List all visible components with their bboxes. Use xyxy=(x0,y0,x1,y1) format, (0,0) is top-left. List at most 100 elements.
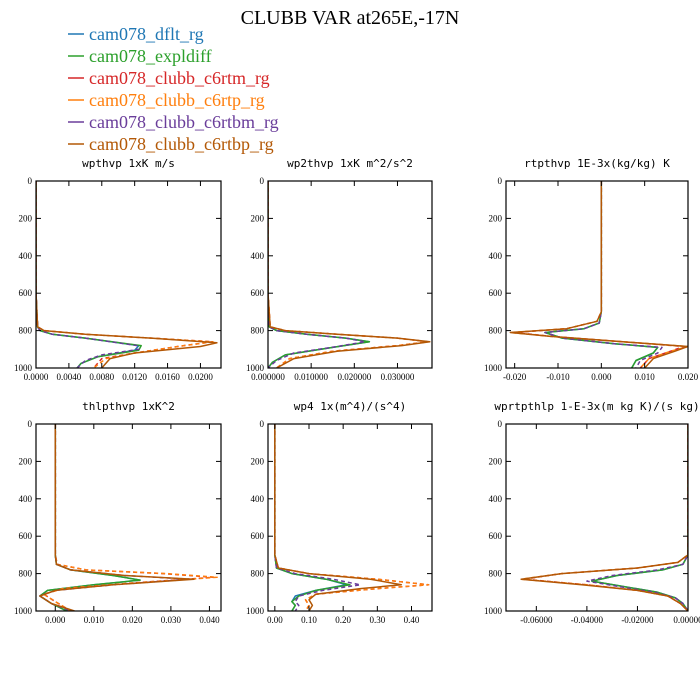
y-tick-label: 600 xyxy=(19,531,33,541)
legend-label-cam078_clubb_c6rtbm_rg: cam078_clubb_c6rtbm_rg xyxy=(89,112,279,132)
x-tick-label: 0.0080 xyxy=(89,372,114,382)
x-tick-label: 0.0000 xyxy=(24,372,49,382)
y-tick-label: 600 xyxy=(251,288,265,298)
panel-title: rtpthvp 1E-3x(kg/kg) K xyxy=(524,157,670,170)
x-tick-label: 0.0040 xyxy=(57,372,82,382)
x-tick-label: 0.010 xyxy=(635,372,656,382)
y-tick-label: 1000 xyxy=(14,363,33,373)
y-tick-label: 800 xyxy=(19,569,33,579)
panel-title: wprtpthlp 1-E-3x(m kg K)/(s kg) xyxy=(494,400,699,413)
legend: cam078_dflt_rgcam078_expldiffcam078_club… xyxy=(68,24,279,154)
x-tick-label: 0.0200 xyxy=(188,372,213,382)
x-tick-label: 0.30 xyxy=(369,615,385,625)
series-line-cam078_clubb_c6rtbp_rg xyxy=(509,181,688,368)
y-tick-label: 400 xyxy=(19,494,33,504)
panel-1: wpthvp 1xK m/s 0 200 400 600 800 10000.0000 0.0… xyxy=(14,157,222,382)
x-tick-label: 0.0160 xyxy=(155,372,180,382)
x-tick-label: -0.04000 xyxy=(571,615,604,625)
y-tick-label: 800 xyxy=(251,569,265,579)
series-line-cam078_clubb_c6rtbm_rg xyxy=(586,424,688,611)
y-tick-label: 200 xyxy=(489,456,503,466)
x-tick-label: 0.010 xyxy=(84,615,105,625)
x-tick-label: 0.040 xyxy=(199,615,220,625)
series-line-cam078_clubb_c6rtbp_rg xyxy=(268,181,431,368)
panel-title: wpthvp 1xK m/s xyxy=(82,157,175,170)
series-line-cam078_dflt_rg xyxy=(36,181,140,368)
y-tick-label: 0 xyxy=(28,419,33,429)
legend-label-cam078_clubb_c6rtbp_rg: cam078_clubb_c6rtbp_rg xyxy=(89,134,274,154)
series-line-cam078_clubb_c6rtbm_rg xyxy=(36,181,140,368)
plot-frame xyxy=(35,180,222,369)
y-tick-label: 800 xyxy=(251,326,265,336)
y-tick-label: 0 xyxy=(28,176,33,186)
y-tick-label: 1000 xyxy=(484,363,503,373)
x-tick-label: -0.02000 xyxy=(621,615,654,625)
x-tick-label: 0.000 xyxy=(591,372,612,382)
panel-2: wp2thvp 1xK m^2/s^2 0 200 400 600 800 10000.00… xyxy=(246,157,433,382)
x-tick-label: 0.000000 xyxy=(251,372,285,382)
y-tick-label: 200 xyxy=(19,456,33,466)
series-line-cam078_clubb_c6rtbp_rg xyxy=(520,424,688,611)
y-tick-label: 0 xyxy=(498,419,503,429)
x-tick-label: 0.000 xyxy=(45,615,66,625)
panel-4: thlpthvp 1xK^2 0 200 400 600 800 1000 0.000 0.01… xyxy=(14,400,222,625)
x-tick-label: 0.030000 xyxy=(381,372,415,382)
y-tick-label: 0 xyxy=(260,419,265,429)
legend-label-cam078_expldiff: cam078_expldiff xyxy=(89,46,212,66)
y-tick-label: 400 xyxy=(489,494,503,504)
x-tick-label: 0.00 xyxy=(267,615,283,625)
x-tick-label: 0.10 xyxy=(301,615,317,625)
y-tick-label: 400 xyxy=(251,494,265,504)
y-tick-label: 400 xyxy=(19,251,33,261)
series-line-cam078_clubb_c6rtbp_rg xyxy=(39,424,195,611)
y-tick-label: 600 xyxy=(489,531,503,541)
y-tick-label: 1000 xyxy=(484,606,503,616)
panel-3: rtpthvp 1E-3x(kg/kg) K02004006008001000-… xyxy=(484,157,699,382)
y-tick-label: 800 xyxy=(489,569,503,579)
y-tick-label: 600 xyxy=(251,531,265,541)
panel-title: wp4 1x(m^4)/(s^4) xyxy=(294,400,407,413)
x-tick-label: 0.030 xyxy=(161,615,182,625)
y-tick-label: 1000 xyxy=(14,606,33,616)
panel-title: thlpthvp 1xK^2 xyxy=(82,400,175,413)
series-line-cam078_clubb_c6rtbp_rg xyxy=(274,424,403,611)
legend-label-cam078_clubb_c6rtm_rg: cam078_clubb_c6rtm_rg xyxy=(89,68,270,88)
y-tick-label: 800 xyxy=(19,326,33,336)
x-tick-label: 0.20 xyxy=(335,615,351,625)
series-line-cam078_clubb_c6rtm_rg xyxy=(268,181,429,368)
panel-title: wp2thvp 1xK m^2/s^2 xyxy=(287,157,413,170)
x-tick-label: -0.010 xyxy=(546,372,570,382)
x-tick-label: 0.020 xyxy=(678,372,699,382)
x-tick-label: 0.40 xyxy=(404,615,420,625)
x-tick-label: 0.0120 xyxy=(122,372,147,382)
plot-frame xyxy=(35,423,222,612)
y-tick-label: 400 xyxy=(251,251,265,261)
series-line-cam078_dflt_rg xyxy=(274,424,348,611)
plot-frame xyxy=(267,180,433,369)
x-tick-label: 0.020 xyxy=(122,615,143,625)
x-tick-label: -0.06000 xyxy=(520,615,553,625)
x-tick-label: 0.00000 xyxy=(673,615,700,625)
y-tick-label: 0 xyxy=(260,176,265,186)
panel-5: wp4 1x(m^4)/(s^4) 0 200 400 600 800 10000.00 0.… xyxy=(246,400,433,625)
y-tick-label: 1000 xyxy=(246,363,265,373)
plot-frame xyxy=(267,423,433,612)
x-tick-label: 0.010000 xyxy=(294,372,328,382)
y-tick-label: 200 xyxy=(19,213,33,223)
figure-title: CLUBB VAR at265E,-17N xyxy=(241,7,460,29)
plot-frame xyxy=(505,423,689,612)
panel-6: wprtpthlp 1-E-3x(m kg K)/(s kg) 0 200 400 60… xyxy=(484,400,700,625)
series-line-cam078_expldiff xyxy=(36,181,142,368)
y-tick-label: 200 xyxy=(251,456,265,466)
y-tick-label: 0 xyxy=(498,176,503,186)
legend-label-cam078_clubb_c6rtp_rg: cam078_clubb_c6rtp_rg xyxy=(89,90,265,110)
y-tick-label: 600 xyxy=(19,288,33,298)
series-line-cam078_expldiff xyxy=(591,424,688,611)
y-tick-label: 800 xyxy=(489,326,503,336)
plot-frame xyxy=(505,180,689,369)
series-line-cam078_clubb_c6rtbm_rg xyxy=(268,181,366,368)
y-tick-label: 200 xyxy=(489,213,503,223)
legend-label-cam078_dflt_rg: cam078_dflt_rg xyxy=(89,24,204,44)
